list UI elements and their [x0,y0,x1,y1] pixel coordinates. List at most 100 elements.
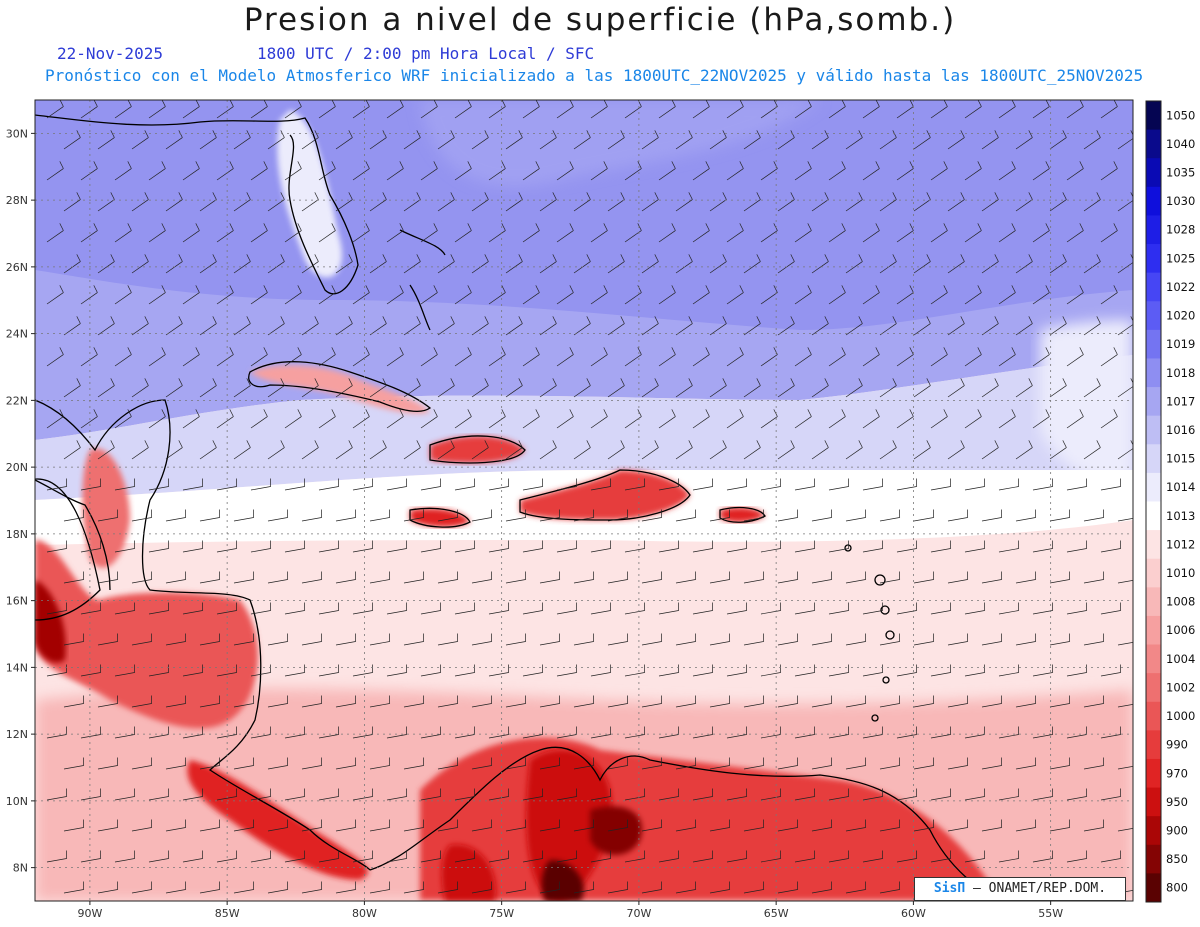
wind-barb-shaft [896,416,914,429]
wind-barb-shaft [352,610,373,615]
colorbar-swatch [1146,530,1161,560]
wind-barb-shaft [97,323,115,336]
wind-barb-feather [824,254,829,262]
wind-barb-shaft [556,292,574,305]
wind-barb-shaft [437,579,458,584]
wind-barb-shaft [1083,641,1104,646]
wind-barb-shaft [284,354,302,367]
wind-barb-shaft [46,292,64,305]
wind-barb-feather [518,378,523,386]
wind-barb-shaft [386,610,407,615]
wind-barb-shaft [539,261,557,274]
wind-barb-shaft [692,858,713,863]
wind-barb-feather [603,161,608,169]
wind-barb-feather [756,316,761,324]
wind-barb-shaft [556,610,577,615]
wind-barb-feather [127,285,132,293]
wind-barb-shaft [743,199,761,212]
wind-barb-feather [518,316,523,324]
wind-barb-feather [892,440,897,448]
wind-barb-shaft [403,517,424,522]
wind-barb-shaft [794,858,815,863]
wind-barb-feather [1062,440,1067,448]
wind-barb-shaft [794,106,812,119]
wind-barb-shaft [1083,385,1101,398]
wind-barb-feather [399,285,404,293]
wind-barb-shaft [131,889,152,894]
wind-barb-shaft [386,354,404,367]
wind-barb-shaft [284,106,302,119]
wind-barb-shaft [607,827,628,832]
wind-barb-shaft [420,354,438,367]
wind-barb-shaft [114,734,135,739]
colorbar-label: 1025 [1166,251,1195,265]
wind-barb-shaft [998,548,1019,553]
wind-barb-feather [1028,316,1033,324]
wind-barb-shaft [165,579,186,584]
wind-barb-shaft [981,447,999,460]
wind-barb-shaft [913,641,934,646]
wind-barb-shaft [1032,858,1053,863]
wind-barb-shaft [981,517,1002,522]
wind-barb-shaft [930,734,951,739]
wind-barb-shaft [182,486,203,491]
wind-barb-shaft [862,796,883,801]
wind-barb-shaft [998,734,1019,739]
wind-barb-shaft [1049,199,1067,212]
wind-barb-shaft [1066,230,1084,243]
wind-barb-shaft [709,703,730,708]
wind-barb-feather [450,192,455,200]
wind-barb-shaft [760,796,781,801]
wind-barb-shaft [250,486,271,491]
wind-barb-feather [297,409,302,417]
wind-barb-feather [229,409,234,417]
wind-barb-shaft [692,548,713,553]
wind-barb-shaft [1049,137,1067,150]
wind-barb-shaft [794,168,812,181]
wind-barb-shaft [675,517,696,522]
wind-barb-feather [484,254,489,262]
colorbar-swatch [1146,844,1161,874]
wind-barb-feather [1079,285,1084,293]
wind-barb-shaft [522,734,543,739]
wind-barb-shaft [539,517,560,522]
wind-barb-feather [824,130,829,138]
wind-barb-shaft [675,703,696,708]
wind-barb-shaft [641,641,662,646]
wind-barb-shaft [1032,610,1053,615]
wind-barb-feather [178,130,183,138]
wind-barb-feather [722,192,727,200]
wind-barb-feather [552,378,557,386]
lat-tick-label: 18N [6,528,28,541]
wind-barb-shaft [1066,106,1084,119]
wind-barb-feather [382,192,387,200]
wind-barb-shaft [760,230,778,243]
wind-barb-shaft [522,106,540,119]
wind-barb-feather [535,347,540,355]
wind-barb-feather [586,254,591,262]
wind-barb-shaft [216,610,237,615]
wind-barb-shaft [165,137,183,150]
wind-barb-shaft [352,486,373,491]
wind-barb-shaft [641,323,659,336]
wind-barb-shaft [658,168,676,181]
wind-barb-feather [178,378,183,386]
valid-time: 1800 UTC / 2:00 pm Hora Local / SFC [257,44,595,63]
wind-barb-shaft [335,703,356,708]
wind-barb-shaft [709,447,727,460]
wind-barb-feather [93,100,98,107]
wind-barb-shaft [233,385,251,398]
wind-barb-shaft [998,292,1016,305]
wind-barb-feather [450,316,455,324]
colorbar-swatch [1146,215,1161,245]
colorbar-swatch [1146,329,1161,359]
wind-barb-shaft [692,796,713,801]
wind-barb-shaft [301,579,322,584]
wind-barb-shaft [522,168,540,181]
wind-barb-feather [229,223,234,231]
colorbar-swatch [1146,129,1161,159]
wind-barb-shaft [964,610,985,615]
wind-barb-shaft [80,858,101,863]
wind-barb-feather [841,285,846,293]
wind-barb-shaft [862,230,880,243]
